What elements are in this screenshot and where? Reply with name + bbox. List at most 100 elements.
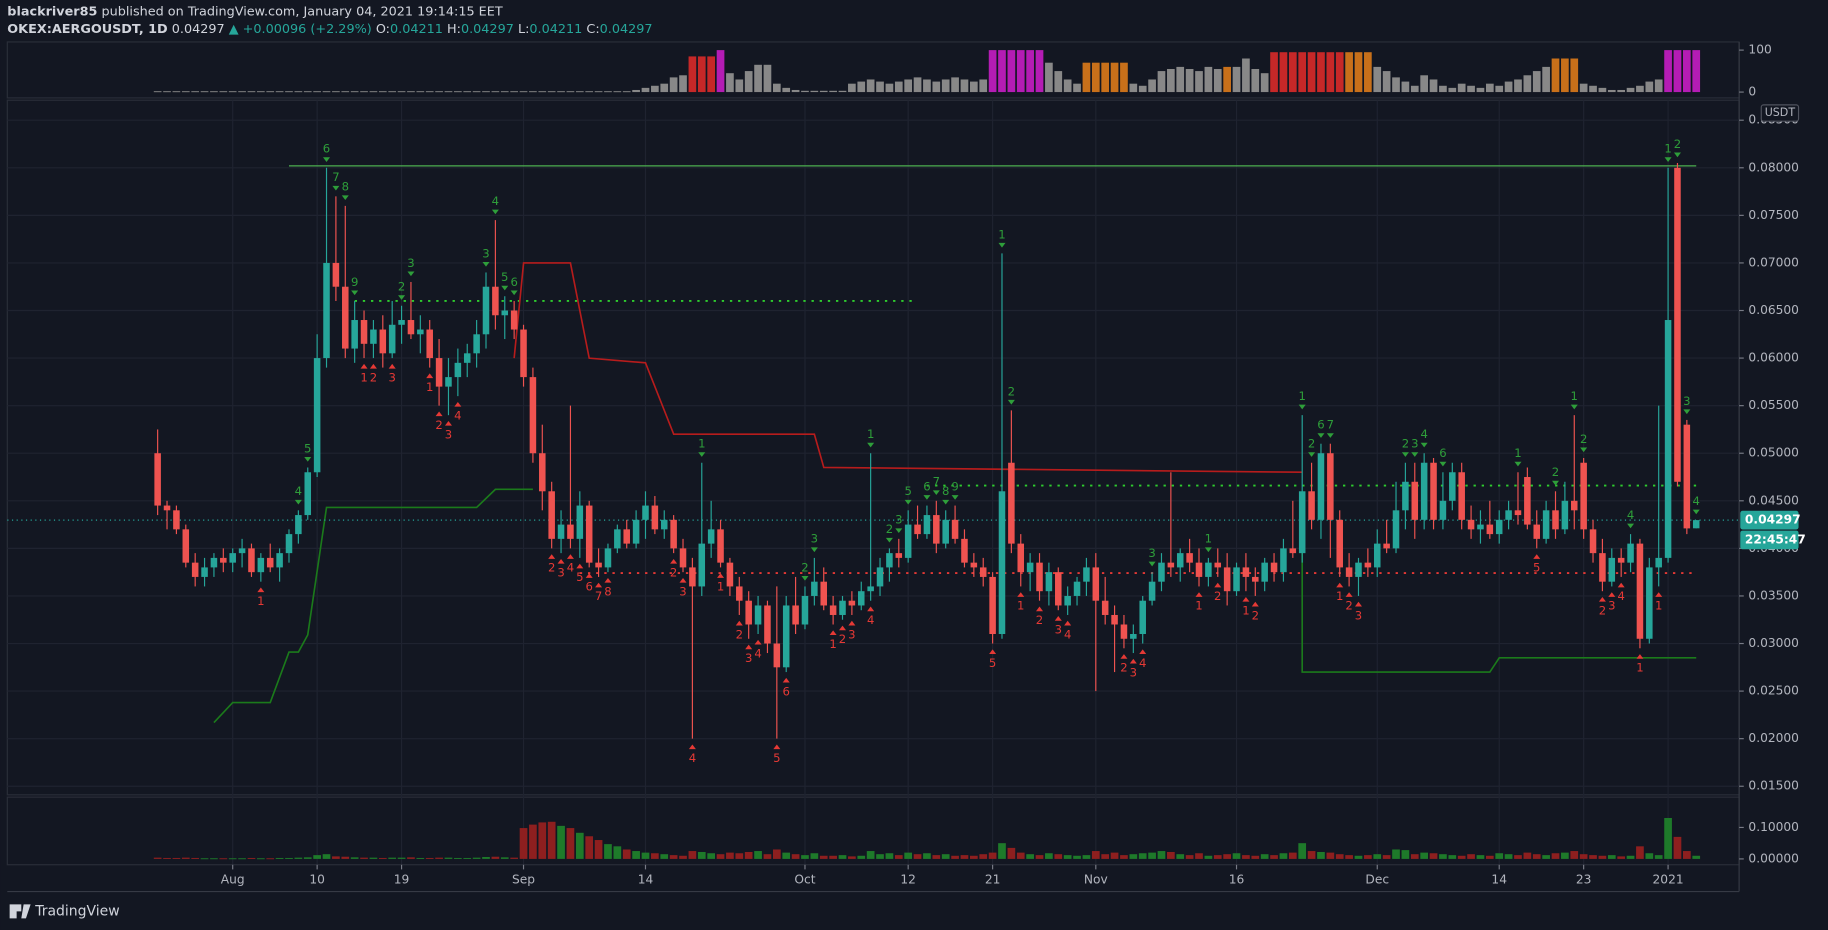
bar	[388, 91, 397, 93]
bar	[210, 91, 218, 93]
bar	[463, 857, 472, 859]
bar	[1636, 85, 1644, 93]
td-marker	[829, 630, 837, 635]
candle-body	[1383, 543, 1390, 549]
candle-body	[388, 324, 396, 354]
td-marker	[585, 573, 593, 578]
bar	[444, 857, 453, 859]
bar	[998, 50, 1006, 93]
td-marker	[257, 587, 265, 593]
td-count: 4	[492, 194, 499, 208]
candle-body	[229, 553, 236, 563]
td-marker	[1683, 409, 1691, 415]
bar	[322, 854, 331, 859]
bar	[1176, 854, 1185, 859]
bar	[378, 857, 387, 859]
candle-body	[1017, 543, 1025, 573]
candle-body	[266, 557, 274, 568]
bar	[744, 851, 753, 859]
td-count: 1	[1571, 389, 1578, 403]
td-marker	[1664, 157, 1672, 162]
td-count: 2	[886, 522, 893, 536]
bar	[228, 91, 237, 93]
td-count: 1	[1017, 599, 1024, 613]
bar	[397, 91, 406, 93]
td-marker	[773, 744, 781, 750]
td-marker	[745, 644, 753, 650]
td-marker	[904, 499, 912, 505]
bar	[1326, 52, 1335, 93]
td-count: 2	[1345, 599, 1352, 613]
candle-body	[670, 519, 677, 549]
x-tick-label: Nov	[1084, 872, 1108, 886]
candle-body	[961, 538, 968, 563]
td-marker	[670, 558, 678, 564]
candle-body	[182, 529, 190, 563]
td-count: 2	[1308, 437, 1315, 451]
bar	[726, 73, 734, 93]
bar	[726, 852, 734, 859]
bar	[1251, 68, 1260, 93]
candle-body	[1158, 562, 1165, 582]
candle-body	[1608, 557, 1616, 582]
bar	[754, 64, 762, 93]
candle-body	[1655, 557, 1662, 568]
candle-body	[1505, 510, 1512, 520]
bar	[735, 853, 744, 859]
td-marker	[1570, 404, 1578, 410]
bar	[1523, 75, 1532, 93]
td-marker	[1308, 452, 1316, 457]
bar	[538, 822, 547, 859]
td-marker	[801, 575, 809, 581]
bar	[951, 855, 959, 859]
bar	[313, 91, 321, 93]
bar	[407, 91, 415, 93]
td-marker	[1139, 649, 1147, 655]
bar	[1532, 71, 1541, 93]
bar	[510, 857, 518, 859]
td-count: 1	[1664, 142, 1671, 156]
symbol-line: OKEX:AERGOUSDT, 1D 0.04297 ▲ +0.00096 (+…	[7, 22, 652, 37]
bar	[594, 91, 603, 93]
bar	[979, 79, 988, 93]
candle-body	[867, 586, 874, 592]
h-label: H:	[447, 22, 461, 37]
td-marker	[1411, 452, 1419, 457]
candle-body	[1392, 510, 1400, 549]
candle-body	[1345, 567, 1353, 577]
bar	[238, 858, 246, 860]
bar	[566, 828, 575, 859]
x-tick-label: 16	[1229, 872, 1245, 886]
td-count: 1	[1336, 589, 1343, 603]
bar	[979, 854, 988, 859]
td-count: 7	[332, 170, 339, 184]
td-count: 4	[454, 408, 461, 422]
bar	[228, 858, 237, 860]
candle-body	[1317, 453, 1325, 520]
bar	[482, 857, 490, 859]
bar	[1439, 85, 1447, 93]
td-marker	[848, 620, 856, 626]
bar	[350, 91, 359, 93]
bar	[969, 81, 978, 93]
brand-name[interactable]: TradingView	[34, 903, 119, 919]
bar	[575, 832, 584, 859]
y-tick-label: 0	[1748, 85, 1756, 99]
bar	[1514, 79, 1522, 93]
td-count: 2	[1580, 432, 1587, 446]
td-marker	[688, 744, 696, 750]
bar	[1035, 855, 1044, 859]
bar	[1476, 87, 1485, 93]
td-marker	[895, 528, 903, 534]
bar	[941, 854, 950, 859]
bar	[388, 857, 397, 859]
td-marker	[885, 537, 893, 543]
open: 0.04211	[390, 22, 443, 37]
x-tick-label: 14	[1491, 872, 1507, 886]
candle-body	[679, 548, 687, 568]
candle-body	[1627, 543, 1634, 563]
bar	[1664, 50, 1672, 93]
candle-body	[295, 515, 302, 535]
bar	[819, 855, 828, 859]
bar	[256, 858, 265, 860]
